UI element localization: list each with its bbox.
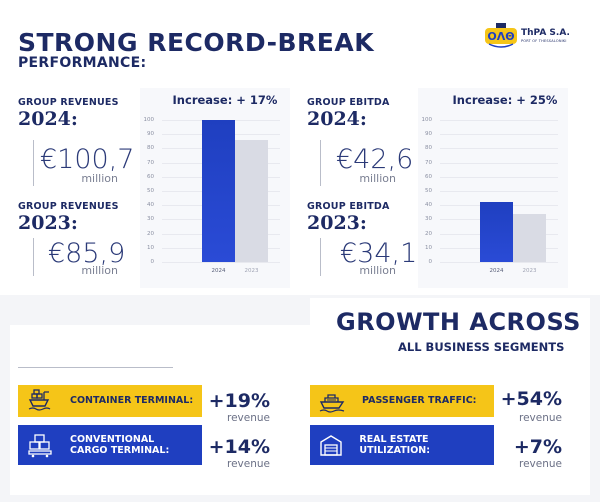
ebitda-divider-bottom bbox=[320, 238, 321, 276]
y-tick-label: 30 bbox=[425, 216, 432, 223]
grid-line bbox=[440, 262, 558, 263]
segment-real-estate-label: REAL ESTATE UTILIZATION: bbox=[359, 433, 431, 456]
ebitda-2024-value: €42,6 bbox=[336, 144, 414, 175]
segment-passenger-traffic-unit: revenue bbox=[519, 412, 562, 424]
page-subtitle: PERFORMANCE: bbox=[18, 55, 147, 71]
revenues-divider-bottom bbox=[33, 238, 34, 276]
y-tick-label: 50 bbox=[425, 188, 432, 194]
revenues-chart-title: Increase: + 17% bbox=[172, 93, 278, 107]
y-tick-label: 60 bbox=[147, 173, 154, 180]
segment-real-estate: REAL ESTATE UTILIZATION: bbox=[310, 425, 494, 465]
growth-subtitle: ALL BUSINESS SEGMENTS bbox=[398, 340, 565, 354]
segment-container-terminal-unit: revenue bbox=[227, 412, 270, 424]
y-tick-label: 80 bbox=[147, 145, 154, 152]
segment-container-terminal: CONTAINER TERMINAL: bbox=[18, 385, 202, 417]
ebitda-chart: Increase: + 25% 0 10 20 30 40 50 60 70 80 90 100 20… bbox=[418, 88, 568, 288]
segment-real-estate-pct: +7% bbox=[513, 436, 562, 458]
logo-mark-icon: ΟΛΘ bbox=[485, 23, 517, 48]
y-tick-label: 0 bbox=[150, 259, 155, 265]
revenues-2023-value: €85,9 bbox=[48, 238, 126, 269]
revenues-2024-year: 2024: bbox=[18, 108, 78, 130]
segment-conventional-cargo-label: CONVENTIONAL CARGO TERMINAL: bbox=[70, 433, 170, 456]
grid-line bbox=[440, 148, 558, 150]
x-tick-label: 2024 bbox=[211, 268, 226, 274]
y-tick-label: 40 bbox=[147, 202, 154, 209]
ebitda-2023-year: 2023: bbox=[307, 212, 367, 234]
x-tick-label: 2023 bbox=[244, 268, 259, 274]
segment-real-estate-unit: revenue bbox=[519, 458, 562, 470]
growth-title-card bbox=[310, 298, 590, 338]
warehouse-icon bbox=[310, 425, 351, 465]
segment-conventional-cargo: CONVENTIONAL CARGO TERMINAL: bbox=[18, 425, 202, 465]
y-tick-label: 30 bbox=[147, 216, 154, 223]
logo-tagline: PORT OF THESSALONIKI bbox=[521, 39, 567, 43]
y-tick-label: 20 bbox=[425, 230, 432, 237]
bar-2024 bbox=[202, 120, 235, 262]
y-tick-label: 80 bbox=[425, 145, 432, 152]
grid-line bbox=[440, 191, 558, 192]
y-tick-label: 100 bbox=[421, 117, 433, 123]
ebitda-2023-label: GROUP EBITDA bbox=[307, 201, 390, 212]
y-tick-label: 0 bbox=[428, 259, 433, 265]
bar-2024 bbox=[480, 201, 513, 262]
y-tick-label: 50 bbox=[147, 188, 154, 194]
x-tick-label: 2023 bbox=[522, 268, 537, 274]
y-tick-label: 70 bbox=[425, 159, 432, 166]
grid-line bbox=[440, 120, 558, 121]
revenues-2024-label: GROUP REVENUES bbox=[18, 97, 119, 108]
segment-passenger-traffic-label: PASSENGER TRAFFIC: bbox=[362, 395, 477, 407]
segment-passenger-traffic-pct: +54% bbox=[500, 388, 562, 410]
grid-line bbox=[440, 134, 558, 136]
grid-line bbox=[440, 176, 558, 178]
bar-2023 bbox=[513, 213, 546, 262]
y-tick-label: 20 bbox=[147, 230, 154, 237]
growth-divider bbox=[18, 367, 173, 368]
y-tick-label: 10 bbox=[147, 244, 154, 251]
logo-name: ThPA S.A. bbox=[521, 28, 570, 38]
ebitda-2024-unit: million bbox=[359, 172, 396, 185]
revenues-chart-plot: 0 10 20 30 40 50 60 70 80 90 100 2024 2023 bbox=[140, 88, 290, 288]
segment-conventional-cargo-unit: revenue bbox=[227, 458, 270, 470]
y-tick-label: 90 bbox=[147, 131, 154, 138]
cruise-ship-icon bbox=[310, 385, 354, 417]
y-tick-label: 100 bbox=[143, 117, 155, 123]
revenues-chart: Increase: + 17% 0 10 20 30 40 50 60 70 80 90 100 20… bbox=[140, 88, 290, 288]
cargo-boxes-icon bbox=[18, 425, 62, 465]
company-logo: ΟΛΘ ThPA S.A. PORT OF THESSALONIKI bbox=[483, 22, 593, 50]
growth-title: GROWTH ACROSS bbox=[336, 308, 581, 336]
x-tick-label: 2024 bbox=[489, 268, 504, 274]
grid-line bbox=[440, 162, 558, 164]
revenues-2023-unit: million bbox=[81, 264, 118, 277]
y-tick-label: 60 bbox=[425, 173, 432, 180]
y-tick-label: 90 bbox=[425, 131, 432, 138]
ebitda-chart-plot: 0 10 20 30 40 50 60 70 80 90 100 2024 2023 bbox=[418, 88, 568, 288]
ebitda-divider-top bbox=[320, 140, 321, 186]
container-ship-icon bbox=[18, 385, 62, 417]
revenues-2023-label: GROUP REVENUES bbox=[18, 201, 119, 212]
segment-conventional-cargo-pct: +14% bbox=[208, 436, 270, 458]
svg-text:ΟΛΘ: ΟΛΘ bbox=[487, 30, 514, 43]
revenues-divider-top bbox=[33, 140, 34, 186]
y-tick-label: 40 bbox=[425, 202, 432, 209]
ebitda-chart-title: Increase: + 25% bbox=[452, 93, 558, 107]
ebitda-2023-unit: million bbox=[359, 264, 396, 277]
y-tick-label: 10 bbox=[425, 244, 432, 251]
bar-2023 bbox=[235, 140, 268, 262]
revenues-2023-year: 2023: bbox=[18, 212, 78, 234]
y-tick-label: 70 bbox=[147, 159, 154, 166]
segment-container-terminal-label: CONTAINER TERMINAL: bbox=[70, 395, 194, 407]
page-title: STRONG RECORD-BREAK bbox=[18, 28, 375, 57]
revenues-2024-unit: million bbox=[81, 172, 118, 185]
ebitda-2024-label: GROUP EBITDA bbox=[307, 97, 390, 108]
segment-container-terminal-pct: +19% bbox=[208, 390, 270, 412]
ebitda-2024-year: 2024: bbox=[307, 108, 367, 130]
revenues-2024-value: €100,7 bbox=[40, 144, 135, 175]
grid-line bbox=[162, 262, 280, 263]
ebitda-2023-value: €34,1 bbox=[340, 238, 418, 269]
segment-passenger-traffic: PASSENGER TRAFFIC: bbox=[310, 385, 494, 417]
